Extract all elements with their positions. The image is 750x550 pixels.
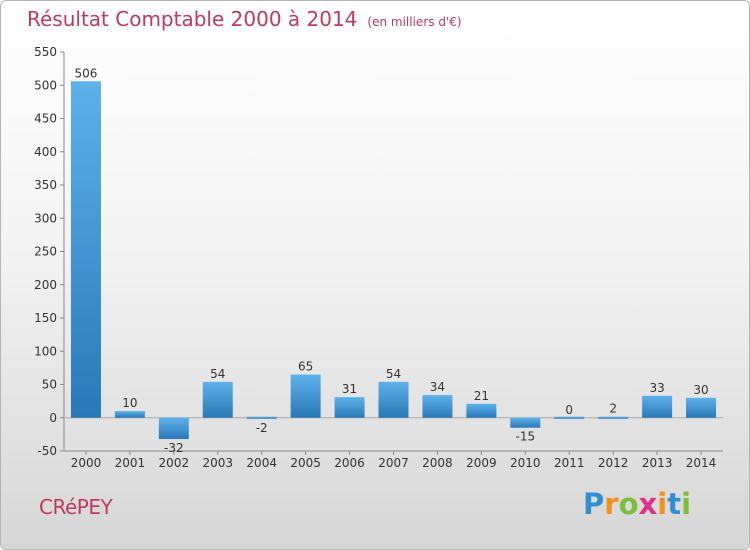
logo-letter: i: [681, 487, 692, 521]
axes: -500501001502002503003504004505005502000…: [34, 45, 723, 470]
y-tick-label: 150: [34, 311, 57, 325]
bar-2010: [510, 417, 541, 428]
bar-2005: [290, 374, 321, 418]
bar-2014: [686, 397, 717, 418]
bar-2008: [422, 395, 453, 418]
x-tick-label: 2011: [554, 456, 585, 470]
x-tick-label: 2006: [334, 456, 365, 470]
data-labels: 506 10 -32 54 -2 65 31 54 34 21 -15 0 2 33 30: [75, 66, 709, 455]
proxiti-logo: Proxiti: [583, 487, 691, 521]
bar-2011: [554, 416, 585, 419]
data-label-2006: 31: [342, 382, 357, 396]
logo-letter: x: [638, 487, 658, 521]
y-tick-label: 250: [34, 245, 57, 259]
bar-2002: [158, 417, 189, 440]
bar-2013: [642, 395, 673, 418]
logo-letter: o: [618, 487, 639, 521]
data-label-2005: 65: [298, 360, 313, 374]
data-label-2001: 10: [122, 396, 137, 410]
title-row: Résultat Comptable 2000 à 2014 (en millie…: [27, 7, 462, 31]
y-tick-label: 450: [34, 112, 57, 126]
x-tick-label: 2002: [159, 456, 190, 470]
x-tick-label: 2014: [686, 456, 717, 470]
y-tick-label: 350: [34, 178, 57, 192]
x-tick-label: 2010: [510, 456, 541, 470]
logo-letter: t: [667, 487, 682, 521]
chart-title: Résultat Comptable 2000 à 2014: [27, 7, 358, 31]
logo-letter: P: [583, 487, 605, 521]
x-tick-label: 2007: [378, 456, 409, 470]
data-label-2009: 21: [474, 389, 489, 403]
logo-letter: i: [657, 487, 668, 521]
chart-subtitle: (en milliers d'€): [367, 15, 462, 29]
data-label-2008: 34: [430, 380, 445, 394]
x-tick-label: 2009: [466, 456, 497, 470]
bar-2007: [378, 381, 409, 418]
bar-2006: [334, 397, 365, 418]
bar-2001: [114, 411, 145, 418]
x-tick-label: 2003: [202, 456, 233, 470]
x-tick-label: 2005: [290, 456, 321, 470]
x-tick-label: 2008: [422, 456, 453, 470]
data-label-2014: 30: [693, 383, 708, 397]
x-tick-label: 2013: [642, 456, 673, 470]
y-tick-label: 550: [34, 45, 57, 59]
bar-2003: [202, 381, 233, 418]
y-tick-label: 50: [42, 378, 57, 392]
bar-2012: [598, 416, 629, 419]
commune-name: CRéPEY: [39, 495, 113, 519]
y-tick-label: 300: [34, 211, 57, 225]
bars: [70, 81, 717, 440]
data-label-2013: 33: [649, 381, 664, 395]
data-label-2004: -2: [256, 421, 268, 435]
logo-letter: r: [604, 487, 619, 521]
x-tick-label: 2001: [115, 456, 146, 470]
y-tick-label: 500: [34, 78, 57, 92]
bar-2000: [70, 81, 101, 418]
data-label-2003: 54: [210, 367, 225, 381]
data-label-2000: 506: [75, 66, 98, 80]
data-label-2012: 2: [609, 401, 617, 415]
x-tick-label: 2004: [246, 456, 277, 470]
data-label-2011: 0: [565, 403, 573, 417]
data-label-2002: -32: [164, 441, 184, 455]
y-tick-label: 100: [34, 344, 57, 358]
x-tick-label: 2012: [598, 456, 629, 470]
bar-2009: [466, 403, 497, 418]
y-tick-label: 0: [49, 411, 57, 425]
data-label-2010: -15: [515, 430, 535, 444]
y-tick-label: 400: [34, 145, 57, 159]
bar-2004: [246, 416, 277, 419]
x-tick-label: 2000: [71, 456, 102, 470]
data-label-2007: 54: [386, 367, 401, 381]
y-tick-label: 200: [34, 278, 57, 292]
y-tick-label: -50: [37, 444, 57, 458]
